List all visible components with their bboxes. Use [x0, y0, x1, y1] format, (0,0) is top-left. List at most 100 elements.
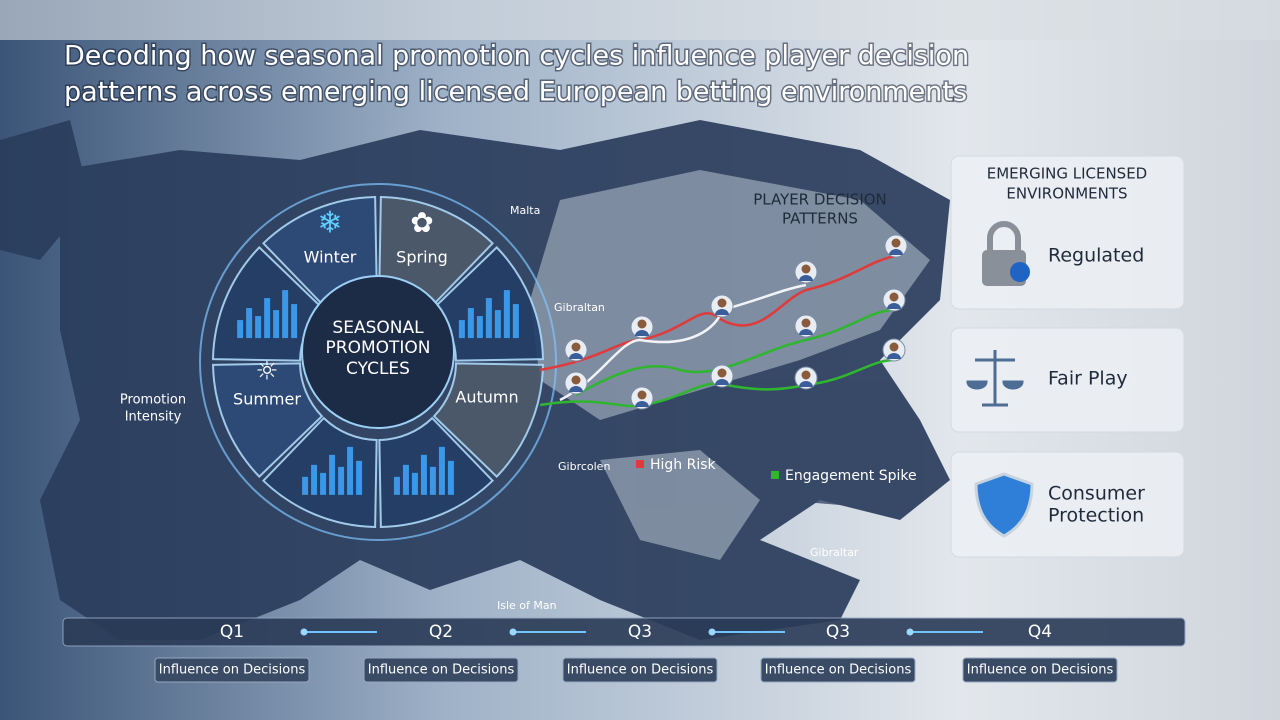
- quarter-label: Q1: [220, 622, 244, 642]
- person-head: [571, 375, 581, 385]
- wheel-center: [301, 275, 455, 429]
- person-body: [635, 330, 649, 336]
- season-label: Summer: [233, 390, 301, 409]
- person-head: [801, 370, 811, 380]
- decor-bar: [420, 454, 427, 495]
- person-body: [635, 401, 649, 407]
- person-head: [889, 292, 899, 302]
- influence-label: Influence on Decisions: [765, 663, 912, 678]
- legend-swatch: [636, 460, 644, 468]
- decor-bar: [320, 472, 327, 495]
- lock-shackle: [987, 221, 1021, 250]
- title-line: Decoding how seasonal promotion cycles i…: [64, 41, 969, 72]
- title-line: patterns across emerging licensed Europe…: [64, 77, 967, 108]
- quarter-label: Q3: [826, 622, 850, 642]
- decor-bar: [311, 464, 318, 495]
- decor-bar: [329, 454, 336, 495]
- card-label: Protection: [1048, 505, 1144, 527]
- patterns-title: PLAYER DECISION: [753, 191, 887, 209]
- map-land: [530, 170, 930, 560]
- person-head: [637, 319, 647, 329]
- decor-bar: [467, 308, 474, 339]
- quarter-label: Q4: [1028, 622, 1052, 642]
- patterns-title: PATTERNS: [782, 210, 858, 228]
- ceiling: [0, 0, 1280, 40]
- decor-bar: [302, 476, 309, 495]
- map-label: Gibrcolen: [558, 460, 610, 473]
- timeline-bar: [62, 617, 1186, 647]
- center-label: CYCLES: [346, 359, 410, 379]
- map-label: Malta: [510, 204, 540, 217]
- decor-bar: [347, 446, 354, 495]
- legend-swatch: [771, 471, 779, 479]
- decor-bar: [411, 472, 418, 495]
- decor-bar: [512, 304, 519, 339]
- person-body: [569, 353, 583, 359]
- influence-box: [962, 657, 1118, 683]
- scales-icon: [966, 350, 1024, 407]
- card-label: Regulated: [1048, 245, 1144, 267]
- timeline-dot: [300, 628, 308, 636]
- timeline: Q1 Influence on Decisions Q2 Influence on D…: [154, 622, 1118, 683]
- influence-label: Influence on Decisions: [368, 663, 515, 678]
- decor-bar: [338, 466, 345, 495]
- card-label: Consumer: [1048, 483, 1145, 505]
- timeline-dot: [509, 628, 517, 636]
- shield-icon: [974, 472, 1034, 538]
- person-body: [799, 275, 813, 281]
- map-label: Gibraltar: [810, 546, 859, 559]
- person-body: [889, 249, 903, 255]
- person-head: [801, 264, 811, 274]
- wheel-wedge: [212, 362, 324, 479]
- side-label: Promotion: [120, 393, 186, 408]
- influence-label: Influence on Decisions: [159, 663, 306, 678]
- person-head: [571, 342, 581, 352]
- influence-label: Influence on Decisions: [967, 663, 1114, 678]
- legend-label: High Risk: [650, 457, 717, 473]
- influence-box: [760, 657, 916, 683]
- person-head: [889, 342, 899, 352]
- person-body: [715, 309, 729, 315]
- side-label: Intensity: [125, 410, 182, 425]
- people: [564, 234, 908, 410]
- decor-bar: [273, 310, 280, 339]
- wheel-wedge: [261, 416, 378, 528]
- decor-bar: [291, 304, 298, 339]
- influence-box: [562, 657, 718, 683]
- decor-bar: [494, 310, 501, 339]
- map-label: Gibraltan: [554, 301, 605, 314]
- legend-label: Engagement Spike: [785, 468, 917, 484]
- season-label: Spring: [396, 248, 448, 267]
- decor-bar: [264, 298, 271, 339]
- decor-bar: [429, 466, 436, 495]
- snowflake-icon: ❄: [317, 206, 342, 241]
- person-body: [887, 303, 901, 309]
- timeline-dot: [906, 628, 914, 636]
- decor-bar: [402, 464, 409, 495]
- person-body: [799, 381, 813, 387]
- decor-bar: [246, 308, 253, 339]
- center-label: PROMOTION: [326, 338, 431, 358]
- card-label: Fair Play: [1048, 368, 1128, 390]
- person-body: [715, 379, 729, 385]
- decor-bar: [282, 290, 289, 339]
- flower-icon: ✿: [410, 206, 433, 239]
- season-wheel: [199, 183, 557, 541]
- wheel-ring: [199, 183, 557, 541]
- decor-bar: [503, 290, 510, 339]
- panel-title: EMERGING LICENSED: [987, 165, 1147, 183]
- quarter-label: Q3: [628, 622, 652, 642]
- wheel-wedge: [378, 416, 495, 528]
- person-head: [717, 368, 727, 378]
- timeline-dot: [708, 628, 716, 636]
- person-head: [637, 390, 647, 400]
- decor-bar: [237, 320, 244, 339]
- map-label: Isle of Man: [497, 599, 557, 612]
- decor-bar: [438, 446, 445, 495]
- influence-label: Influence on Decisions: [567, 663, 714, 678]
- decor-bar: [485, 298, 492, 339]
- person-head: [717, 298, 727, 308]
- panel-title: ENVIRONMENTS: [1006, 185, 1127, 203]
